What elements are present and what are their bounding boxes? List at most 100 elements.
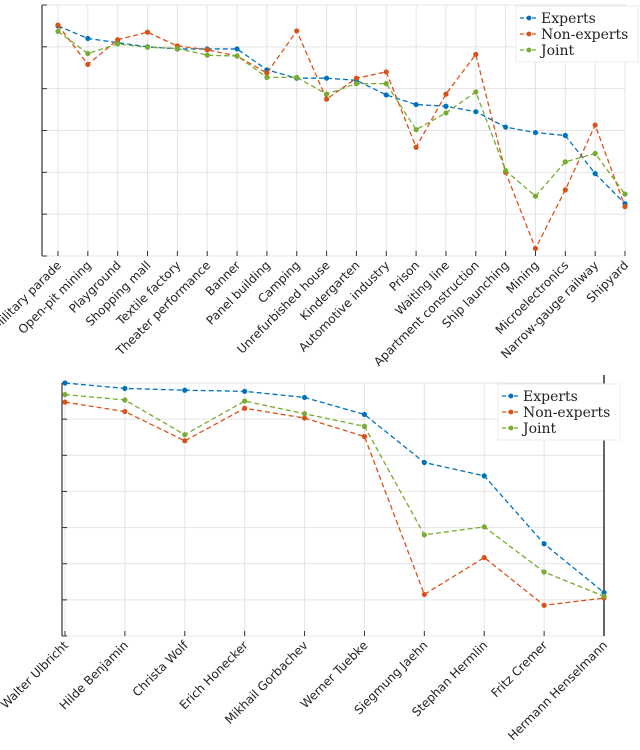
data-point <box>323 75 330 81</box>
data-point <box>242 388 248 394</box>
legend-box <box>497 383 621 441</box>
data-point <box>204 52 210 58</box>
data-point <box>383 92 389 98</box>
data-point <box>443 110 449 116</box>
data-point <box>264 74 270 80</box>
series-line-joint <box>64 393 605 597</box>
data-point <box>353 81 360 87</box>
data-point <box>323 96 330 102</box>
x-tick-label: Fritz Cremer <box>488 638 550 700</box>
data-point <box>294 28 300 34</box>
legend-marker <box>508 425 514 431</box>
data-point <box>323 91 330 97</box>
data-point <box>182 387 188 393</box>
data-point <box>383 69 389 75</box>
data-point <box>204 47 210 53</box>
x-tick-label: Christa Wolf <box>130 638 192 700</box>
data-point <box>622 204 628 210</box>
data-point <box>115 37 121 43</box>
data-point <box>144 44 151 50</box>
data-point <box>301 415 308 421</box>
data-point <box>481 524 487 530</box>
data-point <box>601 590 607 596</box>
data-point <box>413 101 419 108</box>
data-point <box>55 22 61 28</box>
series-line-joint <box>57 30 626 198</box>
x-tick-label: Hermann Henselmann <box>505 638 610 743</box>
legend-marker <box>508 409 514 415</box>
data-point <box>361 411 368 418</box>
data-point <box>62 380 68 386</box>
data-point <box>182 432 188 438</box>
legend-marker <box>526 47 532 53</box>
data-point <box>481 473 487 479</box>
data-point <box>85 50 91 57</box>
data-point <box>144 29 151 35</box>
data-point <box>242 398 248 404</box>
data-point <box>122 397 128 403</box>
data-point <box>301 411 308 417</box>
legend-marker <box>526 31 532 37</box>
data-point <box>353 75 360 81</box>
data-point <box>503 124 509 130</box>
legend-label: Experts <box>523 389 578 405</box>
data-point <box>62 399 68 405</box>
data-point <box>234 53 240 59</box>
data-point <box>532 193 539 199</box>
data-point <box>592 150 598 157</box>
data-point <box>443 103 449 109</box>
data-point <box>421 591 427 598</box>
series-line-non-experts <box>57 24 626 251</box>
data-point <box>473 51 479 57</box>
data-point <box>473 89 479 95</box>
data-point <box>174 45 180 52</box>
legend-label: Non-experts <box>541 27 628 43</box>
data-point <box>413 127 419 133</box>
data-point <box>182 438 188 444</box>
data-point <box>503 168 509 174</box>
data-point <box>85 61 91 68</box>
data-point <box>541 602 547 608</box>
data-point <box>443 91 449 97</box>
data-point <box>532 129 539 136</box>
legend-label: Joint <box>539 43 575 59</box>
data-point <box>383 81 389 87</box>
data-point <box>562 159 568 165</box>
legend-marker <box>526 15 532 21</box>
data-point <box>473 109 479 115</box>
data-point <box>541 541 547 547</box>
data-point <box>622 191 628 197</box>
data-point <box>122 408 128 415</box>
data-point <box>361 433 368 440</box>
series-line-experts <box>64 382 605 594</box>
legend-label: Joint <box>521 421 557 437</box>
data-point <box>421 459 427 466</box>
legend-label: Non-experts <box>523 405 610 421</box>
data-point <box>122 385 128 392</box>
data-point <box>55 28 61 34</box>
data-point <box>361 423 368 429</box>
data-point <box>242 405 248 411</box>
data-point <box>421 532 427 538</box>
data-point <box>562 132 568 139</box>
data-point <box>541 569 547 575</box>
data-point <box>264 70 270 76</box>
data-point <box>301 394 308 401</box>
series-line-experts <box>57 25 626 205</box>
legend-box <box>515 5 639 63</box>
series-line-non-experts <box>64 401 605 606</box>
data-point <box>592 170 598 177</box>
data-point <box>115 41 121 47</box>
legend-label: Experts <box>541 11 596 27</box>
data-point <box>294 74 300 80</box>
data-point <box>562 187 568 193</box>
data-point <box>85 35 91 42</box>
data-point <box>62 391 68 398</box>
data-point <box>413 144 419 150</box>
data-point <box>234 46 240 52</box>
